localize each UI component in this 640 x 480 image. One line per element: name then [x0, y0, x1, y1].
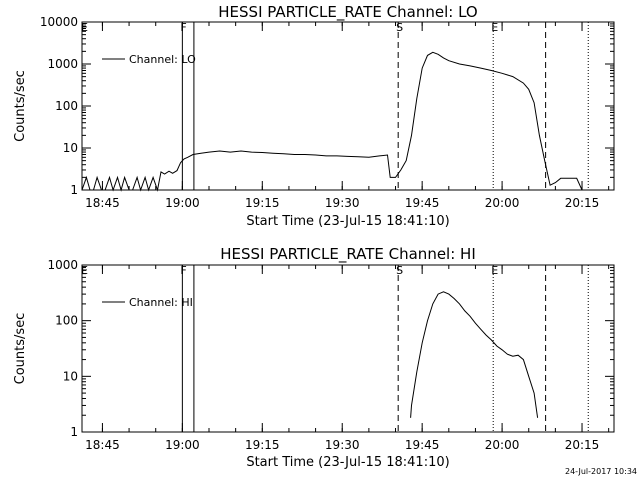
flag-label: S: [396, 264, 403, 277]
flag-label: E: [491, 21, 498, 34]
x-tick-label: 20:15: [565, 438, 600, 452]
y-tick-label: 1000: [47, 57, 78, 71]
x-tick-label: 20:15: [565, 196, 600, 210]
y-tick-label: 1: [70, 425, 78, 439]
chart-panel-2: HESSI PARTICLE_RATE Channel: HI 1 10 100 100…: [13, 245, 615, 470]
x-tick-label: 20:00: [485, 438, 520, 452]
chart-panel-1: HESSI PARTICLE_RATE Channel: LO 1 10 100 100…: [13, 3, 615, 229]
flag-label: F: [180, 264, 186, 277]
x-tick-label: 19:15: [245, 438, 280, 452]
chart-title: HESSI PARTICLE_RATE Channel: LO: [218, 3, 477, 22]
legend-label: Channel: HI: [129, 296, 193, 309]
x-axis-label: Start Time (23-Jul-15 18:41:10): [246, 214, 449, 229]
y-tick-label: 10: [63, 141, 78, 155]
chart-title: HESSI PARTICLE_RATE Channel: HI: [220, 245, 476, 264]
y-tick-label: 10: [63, 369, 78, 383]
flag-label: F: [180, 21, 186, 34]
y-tick-label: 1: [70, 183, 78, 197]
x-tick-label: 18:45: [85, 438, 120, 452]
flag-label: E: [81, 264, 88, 277]
series-line: [81, 51, 588, 192]
x-tick-label: 19:45: [405, 438, 440, 452]
plot-frame: [81, 264, 615, 433]
series-line: [410, 291, 539, 418]
x-axis-label: Start Time (23-Jul-15 18:41:10): [246, 455, 449, 470]
flag-label: E: [491, 264, 498, 277]
flag-label: E: [81, 21, 88, 34]
y-tick-label: 1000: [47, 258, 78, 272]
legend-label: Channel: LO: [129, 53, 196, 66]
flag-label: S: [396, 21, 403, 34]
x-tick-label: 19:30: [325, 196, 360, 210]
y-tick-label: 10000: [40, 15, 78, 29]
y-axis-label: Counts/sec: [13, 70, 28, 142]
x-tick-label: 19:45: [405, 196, 440, 210]
y-tick-label: 100: [55, 99, 78, 113]
y-axis-label: Counts/sec: [13, 313, 28, 385]
x-tick-label: 19:15: [245, 196, 280, 210]
x-tick-label: 19:30: [325, 438, 360, 452]
x-tick-label: 19:00: [165, 438, 200, 452]
x-tick-label: 18:45: [85, 196, 120, 210]
x-tick-label: 19:00: [165, 196, 200, 210]
timestamp-label: 24-Jul-2017 10:34: [564, 467, 637, 476]
y-tick-label: 100: [55, 314, 78, 328]
x-tick-label: 20:00: [485, 196, 520, 210]
